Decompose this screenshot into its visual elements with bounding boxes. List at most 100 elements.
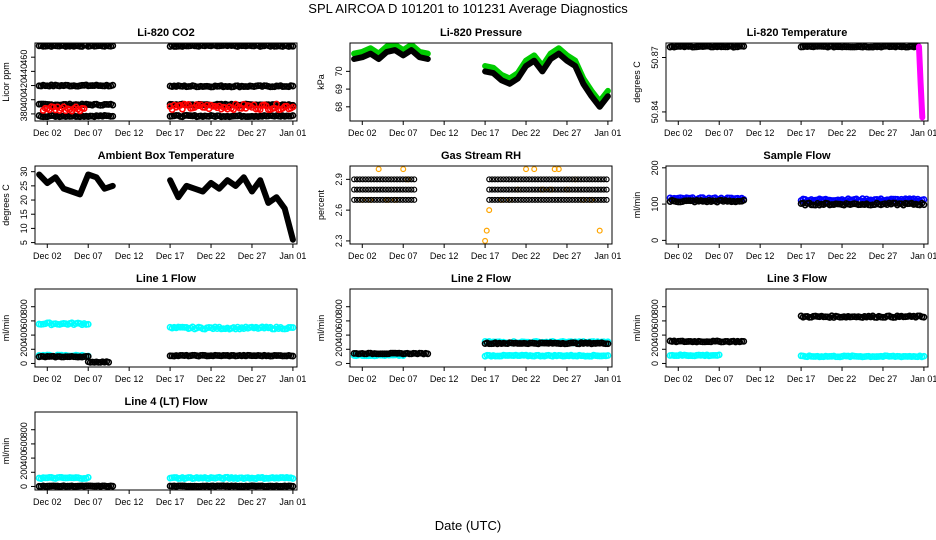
y-tick-label: 68: [334, 102, 344, 112]
data-point: [600, 176, 607, 183]
x-tick-label: Dec 07: [389, 374, 418, 384]
x-tick-label: Dec 22: [197, 374, 226, 384]
y-tick-label: 50.87: [650, 46, 660, 69]
x-tick-label: Dec 02: [664, 251, 693, 261]
x-tick-label: Dec 17: [471, 251, 500, 261]
data-point: [603, 196, 610, 203]
data-point: [289, 112, 297, 119]
x-tick-label: Dec 17: [156, 497, 185, 507]
data-point: [596, 227, 603, 234]
plot-frame: [665, 42, 929, 122]
data-point: [531, 166, 538, 173]
plot-frame: [34, 288, 298, 368]
y-tick-label: 25: [19, 181, 29, 191]
data-point: [603, 176, 610, 183]
data-point: [402, 186, 409, 193]
series-sample-flow: [666, 196, 928, 209]
data-point: [365, 186, 372, 193]
y-tick-label: 30: [19, 167, 29, 177]
data-point: [371, 176, 378, 183]
data-point: [109, 101, 117, 109]
data-point: [219, 43, 227, 49]
data-point: [388, 196, 395, 203]
data-point: [379, 196, 386, 203]
data-point: [368, 186, 375, 193]
data-point: [597, 196, 604, 203]
series-line: [167, 174, 296, 243]
data-point: [359, 176, 366, 183]
data-point: [399, 186, 406, 193]
x-tick-label: Dec 12: [430, 128, 459, 138]
data-point: [405, 186, 412, 193]
data-point: [740, 196, 748, 204]
data-point: [523, 186, 530, 193]
data-point: [529, 176, 536, 183]
data-point: [356, 176, 363, 183]
data-point: [396, 176, 403, 183]
x-tick-label: Dec 27: [238, 374, 267, 384]
data-point: [586, 176, 593, 183]
y-tick-label: 2.6: [334, 204, 344, 217]
data-point: [374, 186, 381, 193]
data-point: [540, 186, 547, 193]
data-point: [491, 186, 498, 193]
data-point: [408, 186, 415, 193]
data-point: [351, 176, 358, 183]
y-tick-label: 460: [19, 50, 29, 65]
x-tick-label: Dec 12: [746, 251, 775, 261]
data-point: [529, 196, 536, 203]
data-point: [557, 196, 564, 203]
y-axis-label: ml/min: [632, 315, 642, 342]
data-point: [362, 176, 369, 183]
data-point: [557, 176, 564, 183]
data-point: [580, 196, 587, 203]
data-point: [526, 176, 533, 183]
chart-title: Li-820 Temperature: [747, 27, 848, 39]
data-point: [520, 196, 527, 203]
data-point: [391, 196, 398, 203]
data-point: [557, 186, 564, 193]
x-tick-label: Dec 12: [115, 128, 144, 138]
data-point: [405, 196, 412, 203]
x-tick-label: Dec 22: [828, 128, 857, 138]
y-tick-label: 600: [19, 436, 29, 451]
y-tick-label: 600: [650, 313, 660, 328]
data-point: [563, 186, 570, 193]
data-point: [600, 196, 607, 203]
data-point: [603, 186, 610, 193]
data-point: [482, 237, 489, 244]
x-tick-label: Dec 12: [430, 251, 459, 261]
chart-title: Ambient Box Temperature: [98, 150, 235, 162]
data-point: [575, 176, 582, 183]
x-tick-label: Dec 27: [553, 251, 582, 261]
data-point: [375, 166, 382, 173]
series-pressure: [351, 47, 611, 110]
y-tick-label: 20: [19, 195, 29, 205]
data-point: [551, 166, 558, 173]
data-point: [489, 176, 496, 183]
x-tick-label: Jan 01: [279, 374, 306, 384]
data-point: [563, 196, 570, 203]
data-point: [566, 176, 573, 183]
data-point: [546, 186, 553, 193]
x-tick-label: Dec 02: [348, 374, 377, 384]
data-point: [506, 196, 513, 203]
x-tick-label: Dec 07: [389, 128, 418, 138]
data-point: [494, 186, 501, 193]
series-line4: [35, 482, 297, 490]
y-axis-label: percent: [316, 189, 326, 220]
y-tick-label: 400: [334, 328, 344, 343]
x-tick-label: Dec 12: [115, 374, 144, 384]
x-tick-label: Dec 17: [787, 374, 816, 384]
x-tick-label: Dec 27: [553, 128, 582, 138]
plot-frame: [349, 288, 613, 368]
series-line2: [350, 339, 612, 358]
data-point: [368, 196, 375, 203]
data-point: [589, 176, 596, 183]
y-tick-label: 800: [19, 299, 29, 314]
data-point: [920, 201, 928, 209]
